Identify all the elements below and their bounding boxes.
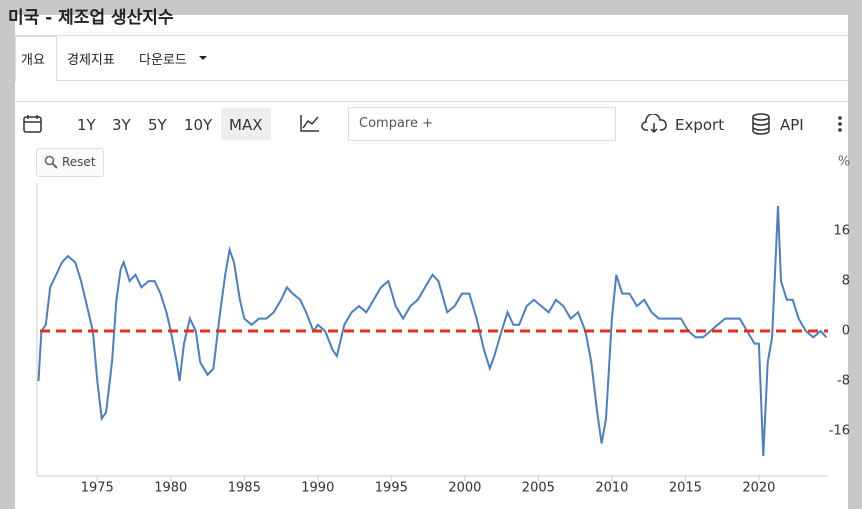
series-line <box>37 206 828 457</box>
calendar-icon[interactable] <box>23 114 43 134</box>
x-tick-label: 2010 <box>595 481 628 496</box>
tab[interactable]: 개요 <box>21 53 45 68</box>
page-title: 미국 - 제조업 생산지수 <box>8 8 174 28</box>
x-tick-label: 2015 <box>669 481 702 496</box>
range-button[interactable]: 10Y <box>184 116 213 134</box>
export-icon[interactable] <box>641 114 667 134</box>
dropdown-arrow <box>199 56 207 60</box>
x-tick-label: 1980 <box>154 481 187 496</box>
x-tick-label: 1995 <box>375 481 408 496</box>
export-button[interactable]: Export <box>675 116 725 134</box>
compare-placeholder: Compare + <box>359 116 433 131</box>
y-tick-label: 16 <box>833 224 850 239</box>
x-tick-label: 1985 <box>228 481 261 496</box>
tab-bar: 개요 경제지표 다운로드 <box>15 35 848 82</box>
api-button[interactable]: API <box>780 116 804 134</box>
x-tick-label: 1990 <box>301 481 334 496</box>
tab[interactable]: 다운로드 <box>139 53 187 68</box>
toolbar: 1Y 3Y 5Y 10Y MAX Compare + Export API <box>15 101 848 146</box>
range-button[interactable]: 3Y <box>112 116 131 134</box>
api-icon[interactable] <box>751 113 771 135</box>
x-tick-label: 2000 <box>448 481 481 496</box>
range-button[interactable]: 1Y <box>77 116 96 134</box>
tab-active-frame <box>15 36 57 82</box>
more-icon[interactable] <box>837 115 843 133</box>
chart-type-icon[interactable] <box>299 113 321 133</box>
range-active-bg <box>221 108 271 140</box>
reset-button[interactable]: Reset <box>36 148 104 177</box>
tab[interactable]: 경제지표 <box>67 53 115 68</box>
panel <box>15 15 848 509</box>
range-button[interactable]: MAX <box>229 116 263 134</box>
unit-label: % <box>838 155 850 170</box>
compare-input[interactable]: Compare + <box>348 107 616 141</box>
y-tick-label: -8 <box>837 374 850 389</box>
range-button[interactable]: 5Y <box>148 116 167 134</box>
reset-label: Reset <box>62 155 96 169</box>
y-tick-label: 8 <box>842 274 850 289</box>
y-tick-label: -16 <box>829 424 850 439</box>
x-tick-label: 1975 <box>81 481 114 496</box>
y-tick-label: 0 <box>842 324 850 339</box>
x-tick-label: 2020 <box>742 481 775 496</box>
x-tick-label: 2005 <box>522 481 555 496</box>
zoom-icon <box>44 155 58 169</box>
